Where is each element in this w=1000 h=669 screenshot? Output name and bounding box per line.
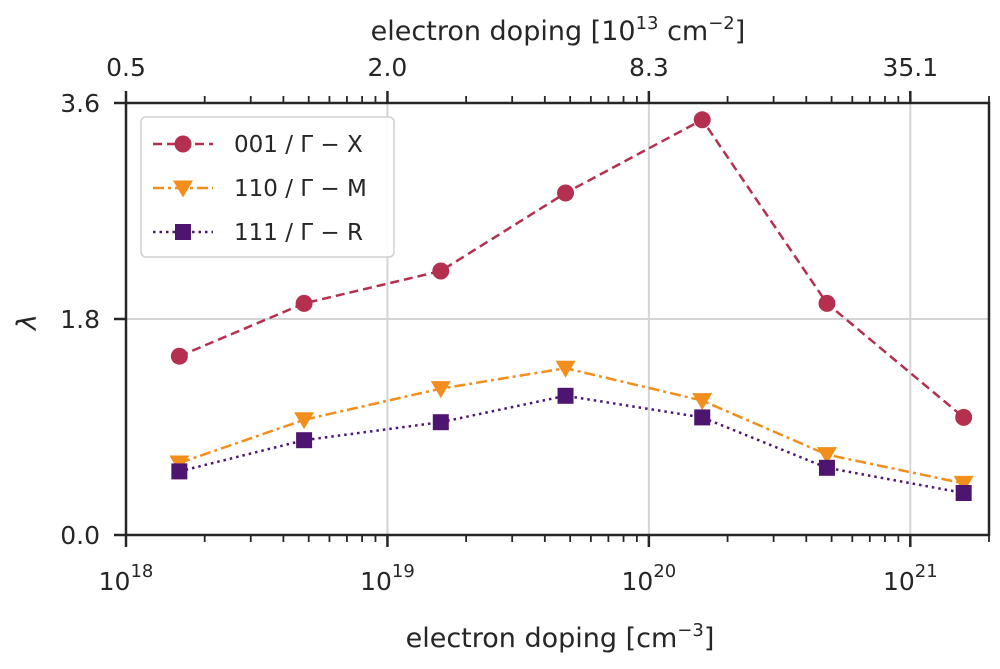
series-1-point xyxy=(693,111,711,129)
top-axis-title-exponent-1: 13 xyxy=(636,13,659,34)
x-tick-label-exponent: 18 xyxy=(130,561,153,582)
series-1-point xyxy=(170,347,188,365)
legend-marker xyxy=(175,224,191,240)
series-3-point xyxy=(171,463,188,480)
top-axis-title-text: electron doping [10 xyxy=(371,16,636,47)
legend-label: 110 / Γ − M xyxy=(234,176,367,202)
top-axis-title-end: ] xyxy=(735,16,746,47)
legend-entry-2: 110 / Γ − M xyxy=(153,176,367,202)
series-2-point xyxy=(430,381,451,399)
series-3-point xyxy=(955,485,972,501)
series-1-point xyxy=(818,294,836,312)
x-axis-title-exponent: −3 xyxy=(677,620,704,641)
x-tick-label: 1019 xyxy=(360,561,415,596)
series-1-point xyxy=(557,184,575,202)
top-tick-label: 8.3 xyxy=(629,53,669,82)
series-2-point xyxy=(692,393,713,411)
series-3-point xyxy=(557,387,574,404)
axis-ticks xyxy=(114,91,990,547)
series-2-point xyxy=(953,475,974,493)
top-axis-title-exponent-2: −2 xyxy=(708,13,735,34)
y-tick-label: 1.8 xyxy=(60,305,100,334)
x-tick-label-base: 10 xyxy=(622,567,654,596)
series-3-point xyxy=(296,432,313,449)
x-axis-title: electron doping [cm−3] xyxy=(406,620,715,654)
x-tick-label: 1021 xyxy=(883,561,938,596)
series-2-point xyxy=(555,360,576,378)
legend-marker xyxy=(174,135,192,153)
top-axis-title: electron doping [1013 cm−2] xyxy=(371,13,746,47)
legend-entry-1: 001 / Γ − X xyxy=(153,132,363,158)
series-1-point xyxy=(955,408,973,426)
x-tick-label-exponent: 21 xyxy=(915,561,938,582)
legend: 001 / Γ − X 110 / Γ − M 111 / Γ − R xyxy=(140,116,395,258)
x-tick-label-base: 10 xyxy=(99,567,131,596)
x-axis-title-text: electron doping [cm xyxy=(406,623,678,654)
series-2-point xyxy=(294,412,315,430)
x-tick-label-base: 10 xyxy=(360,567,392,596)
y-tick-label: 3.6 xyxy=(60,89,100,118)
series-1 xyxy=(170,111,973,426)
top-tick-label: 0.5 xyxy=(106,53,146,82)
series-1-point xyxy=(432,262,450,280)
y-tick-label: 0.0 xyxy=(60,521,100,550)
x-tick-label-base: 10 xyxy=(883,567,915,596)
legend-label: 111 / Γ − R xyxy=(234,220,363,246)
series-3 xyxy=(171,387,972,501)
series-2 xyxy=(169,360,974,493)
series-3-point xyxy=(432,414,449,431)
series-3-point xyxy=(818,459,835,476)
top-tick-label: 2.0 xyxy=(368,53,408,82)
series-1-point xyxy=(295,294,313,312)
y-axis-title: λ xyxy=(12,314,43,332)
series-3-point xyxy=(694,409,711,426)
legend-label: 001 / Γ − X xyxy=(234,132,363,158)
top-tick-label: 35.1 xyxy=(882,53,938,82)
x-tick-label-exponent: 20 xyxy=(653,561,676,582)
series-layer xyxy=(169,111,974,501)
top-axis-title-mid: cm xyxy=(658,16,708,47)
legend-entry-3: 111 / Γ − R xyxy=(153,220,363,246)
series-2-point xyxy=(816,447,837,465)
legend-marker xyxy=(173,180,193,198)
x-tick-label: 1018 xyxy=(99,561,154,596)
x-axis-title-end: ] xyxy=(704,623,715,654)
x-tick-label-exponent: 19 xyxy=(392,561,415,582)
x-tick-label: 1020 xyxy=(622,561,677,596)
legend-box xyxy=(140,116,395,258)
